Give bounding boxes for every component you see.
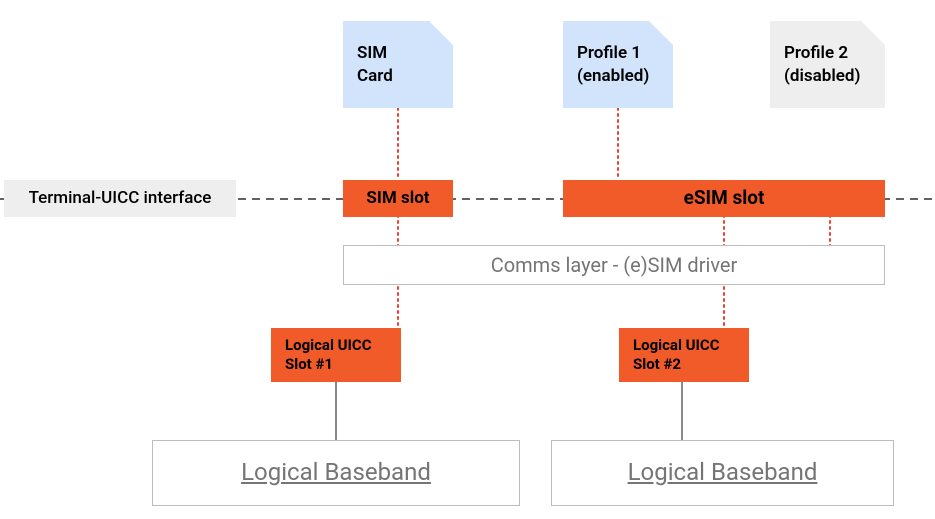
box-logical1: Logical UICCSlot #1: [271, 328, 401, 382]
box-terminal: Terminal-UICC interface: [4, 180, 236, 217]
box-logical2-label: Logical UICCSlot #2: [633, 336, 720, 375]
box-comms-label: Comms layer - (e)SIM driver: [491, 252, 738, 278]
box-terminal-label: Terminal-UICC interface: [29, 187, 212, 209]
box-profile1-label: Profile 1(enabled): [577, 42, 649, 86]
box-comms: Comms layer - (e)SIM driver: [343, 245, 885, 285]
box-baseband1-label: Logical Baseband: [241, 457, 431, 488]
box-logical1-label: Logical UICCSlot #1: [285, 336, 372, 375]
box-baseband2-label: Logical Baseband: [628, 457, 818, 488]
box-profile2: Profile 2(disabled): [770, 21, 885, 108]
folded-corner-icon: [429, 21, 453, 45]
box-esim_slot-label: eSIM slot: [684, 186, 765, 211]
box-profile1: Profile 1(enabled): [563, 21, 673, 108]
box-baseband2: Logical Baseband: [551, 440, 894, 506]
box-sim_card-label: SIMCard: [357, 42, 393, 86]
box-logical2: Logical UICCSlot #2: [619, 328, 749, 382]
box-sim_slot: SIM slot: [343, 180, 453, 217]
box-sim_slot-label: SIM slot: [366, 187, 429, 209]
box-sim_card: SIMCard: [343, 21, 453, 108]
box-baseband1: Logical Baseband: [152, 440, 520, 506]
folded-corner-icon: [649, 21, 673, 45]
folded-corner-icon: [861, 21, 885, 45]
box-profile2-label: Profile 2(disabled): [784, 42, 860, 86]
box-esim_slot: eSIM slot: [563, 180, 885, 217]
